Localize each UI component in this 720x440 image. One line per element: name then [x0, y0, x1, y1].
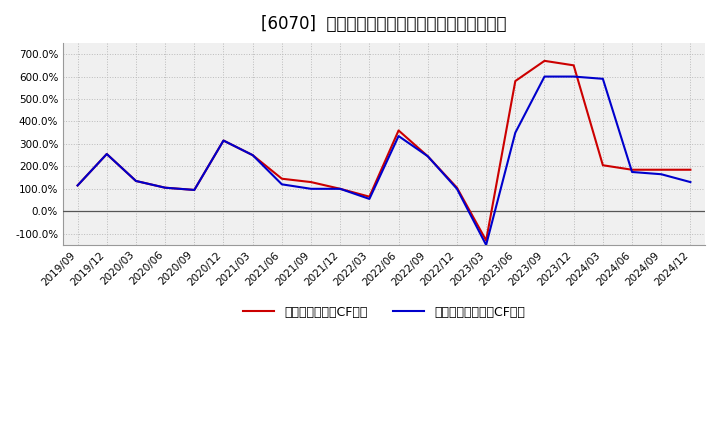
有利子負債フリーCF比率: [598, 76, 607, 81]
有利子負債フリーCF比率: [482, 242, 490, 248]
有利子負債フリーCF比率: [161, 185, 169, 191]
有利子負債営業CF比率: [307, 180, 315, 185]
有利子負債営業CF比率: [248, 153, 257, 158]
Legend: 有利子負債営業CF比率, 有利子負債フリーCF比率: 有利子負債営業CF比率, 有利子負債フリーCF比率: [238, 301, 530, 323]
有利子負債フリーCF比率: [423, 154, 432, 159]
有利子負債フリーCF比率: [219, 138, 228, 143]
有利子負債営業CF比率: [336, 186, 345, 191]
有利子負債フリーCF比率: [248, 153, 257, 158]
有利子負債営業CF比率: [453, 185, 462, 191]
有利子負債フリーCF比率: [190, 187, 199, 193]
有利子負債フリーCF比率: [511, 130, 520, 136]
有利子負債フリーCF比率: [336, 186, 345, 191]
Line: 有利子負債営業CF比率: 有利子負債営業CF比率: [78, 61, 690, 241]
有利子負債営業CF比率: [277, 176, 286, 181]
Title: [6070]  有利子負債キャッシュフロー比率の推移: [6070] 有利子負債キャッシュフロー比率の推移: [261, 15, 507, 33]
有利子負債フリーCF比率: [657, 172, 665, 177]
有利子負債営業CF比率: [482, 238, 490, 243]
有利子負債営業CF比率: [161, 185, 169, 191]
有利子負債フリーCF比率: [395, 133, 403, 139]
有利子負債フリーCF比率: [365, 196, 374, 202]
有利子負債営業CF比率: [73, 183, 82, 188]
有利子負債フリーCF比率: [102, 151, 111, 157]
有利子負債フリーCF比率: [540, 74, 549, 79]
有利子負債フリーCF比率: [628, 169, 636, 175]
有利子負債営業CF比率: [365, 194, 374, 199]
有利子負債営業CF比率: [628, 167, 636, 172]
有利子負債営業CF比率: [190, 187, 199, 193]
有利子負債営業CF比率: [540, 58, 549, 63]
有利子負債営業CF比率: [102, 151, 111, 157]
有利子負債フリーCF比率: [686, 180, 695, 185]
有利子負債営業CF比率: [570, 63, 578, 68]
有利子負債フリーCF比率: [570, 74, 578, 79]
有利子負債営業CF比率: [423, 154, 432, 159]
有利子負債フリーCF比率: [453, 186, 462, 191]
有利子負債フリーCF比率: [277, 182, 286, 187]
有利子負債営業CF比率: [686, 167, 695, 172]
有利子負債フリーCF比率: [132, 178, 140, 183]
有利子負債営業CF比率: [598, 163, 607, 168]
有利子負債フリーCF比率: [73, 183, 82, 188]
有利子負債営業CF比率: [219, 138, 228, 143]
有利子負債フリーCF比率: [307, 186, 315, 191]
有利子負債営業CF比率: [511, 78, 520, 84]
有利子負債営業CF比率: [132, 178, 140, 183]
有利子負債営業CF比率: [395, 128, 403, 133]
有利子負債営業CF比率: [657, 167, 665, 172]
Line: 有利子負債フリーCF比率: 有利子負債フリーCF比率: [78, 77, 690, 245]
